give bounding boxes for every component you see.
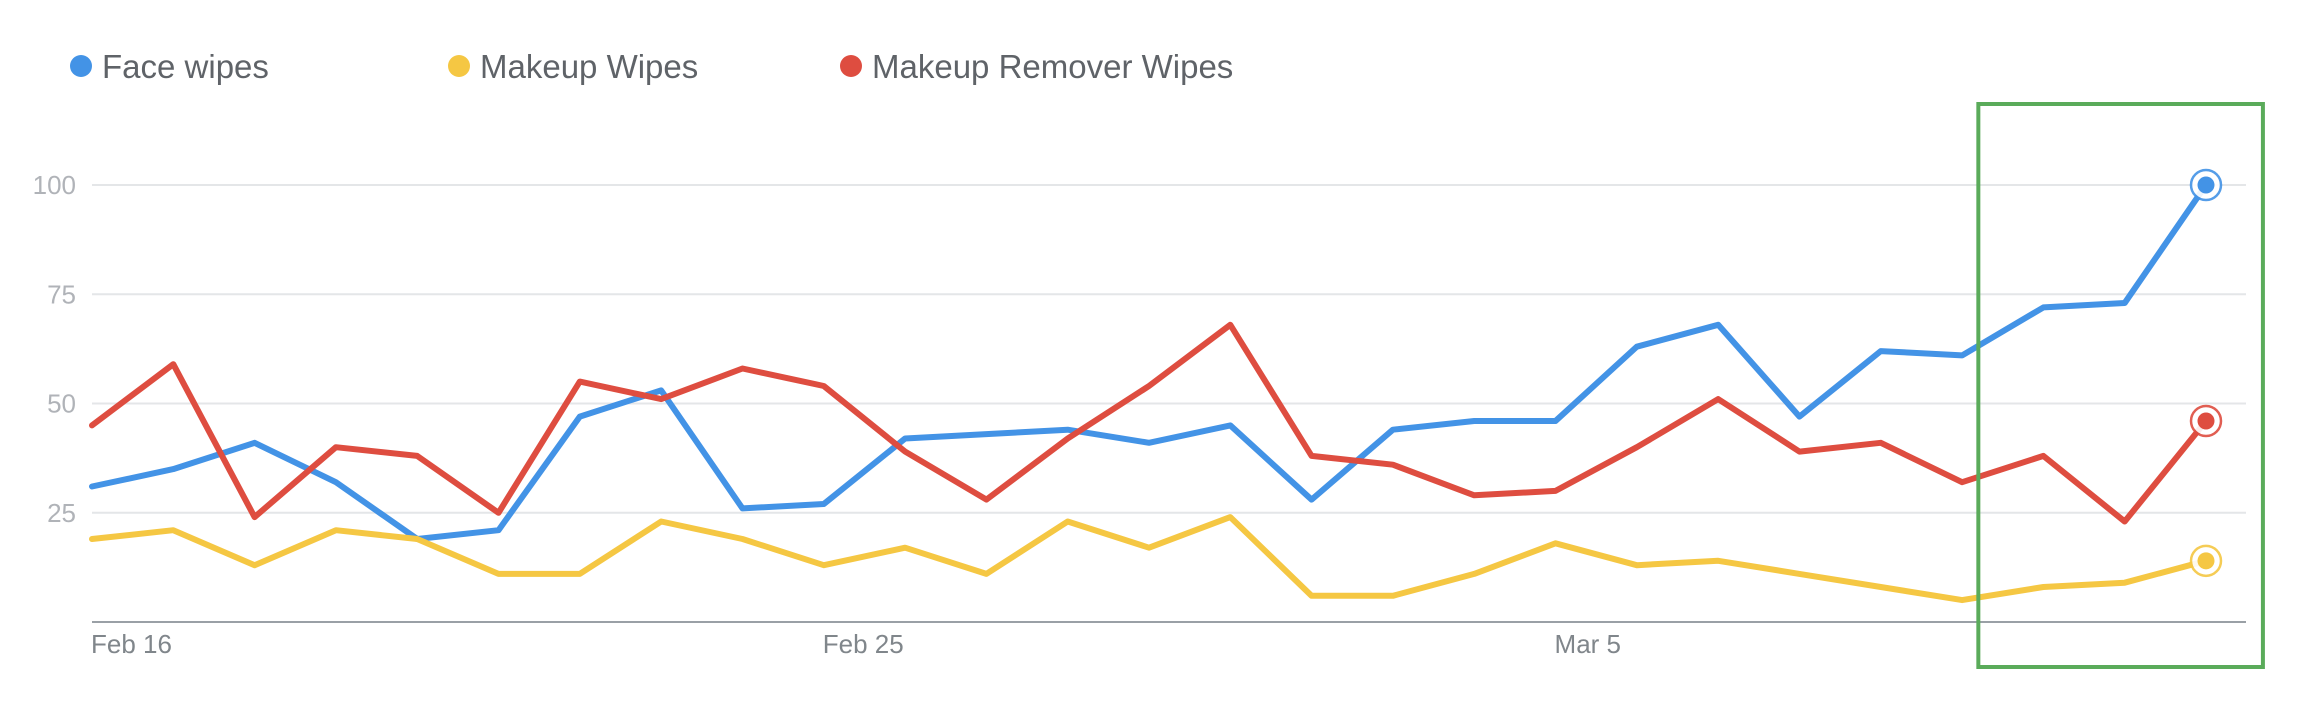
x-tick-label: Mar 5 bbox=[1555, 629, 1621, 659]
endpoint-marker bbox=[2197, 412, 2215, 430]
legend-label: Makeup Remover Wipes bbox=[872, 48, 1233, 85]
y-tick-label: 100 bbox=[33, 170, 76, 200]
series-line bbox=[89, 514, 2209, 604]
legend-swatch bbox=[70, 55, 92, 77]
x-tick-label: Feb 25 bbox=[823, 629, 904, 659]
legend-item: Makeup Wipes bbox=[448, 48, 698, 85]
y-axis-ticks: 25 50 75 100 bbox=[33, 170, 76, 528]
legend-swatch bbox=[448, 55, 470, 77]
chart-legend: Face wipes Makeup Wipes Makeup Remover Wip… bbox=[70, 48, 1233, 85]
grid-lines bbox=[92, 184, 2246, 514]
endpoint-marker bbox=[2197, 552, 2215, 570]
legend-label: Makeup Wipes bbox=[480, 48, 698, 85]
x-tick-label: Feb 16 bbox=[91, 629, 172, 659]
y-tick-label: 25 bbox=[47, 498, 76, 528]
highlight-rectangle bbox=[1976, 102, 2265, 669]
highlight-box bbox=[1976, 102, 2265, 669]
endpoint-marker bbox=[2197, 176, 2215, 194]
y-tick-label: 50 bbox=[47, 389, 76, 419]
series-line bbox=[89, 321, 2209, 525]
series-line bbox=[89, 182, 2209, 542]
series-lines bbox=[89, 168, 2223, 604]
legend-item: Face wipes bbox=[70, 48, 269, 85]
y-tick-label: 75 bbox=[47, 279, 76, 309]
x-axis: Feb 16 Feb 25 Mar 5 bbox=[91, 621, 2246, 659]
legend-swatch bbox=[840, 55, 862, 77]
legend-item: Makeup Remover Wipes bbox=[840, 48, 1233, 85]
legend-label: Face wipes bbox=[102, 48, 269, 85]
